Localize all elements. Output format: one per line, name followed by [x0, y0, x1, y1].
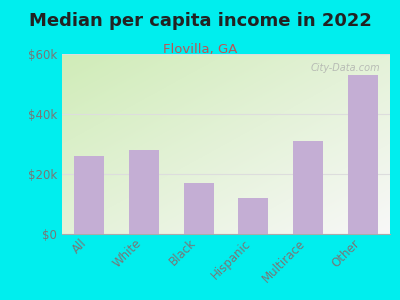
Bar [74, 156, 104, 234]
Bar [348, 75, 378, 234]
Text: City-Data.com: City-Data.com [310, 63, 380, 73]
Bar [238, 198, 268, 234]
Text: Median per capita income in 2022: Median per capita income in 2022 [28, 12, 372, 30]
Text: Flovilla, GA: Flovilla, GA [163, 44, 237, 56]
Bar [129, 150, 159, 234]
Bar [293, 141, 323, 234]
Bar [184, 183, 214, 234]
